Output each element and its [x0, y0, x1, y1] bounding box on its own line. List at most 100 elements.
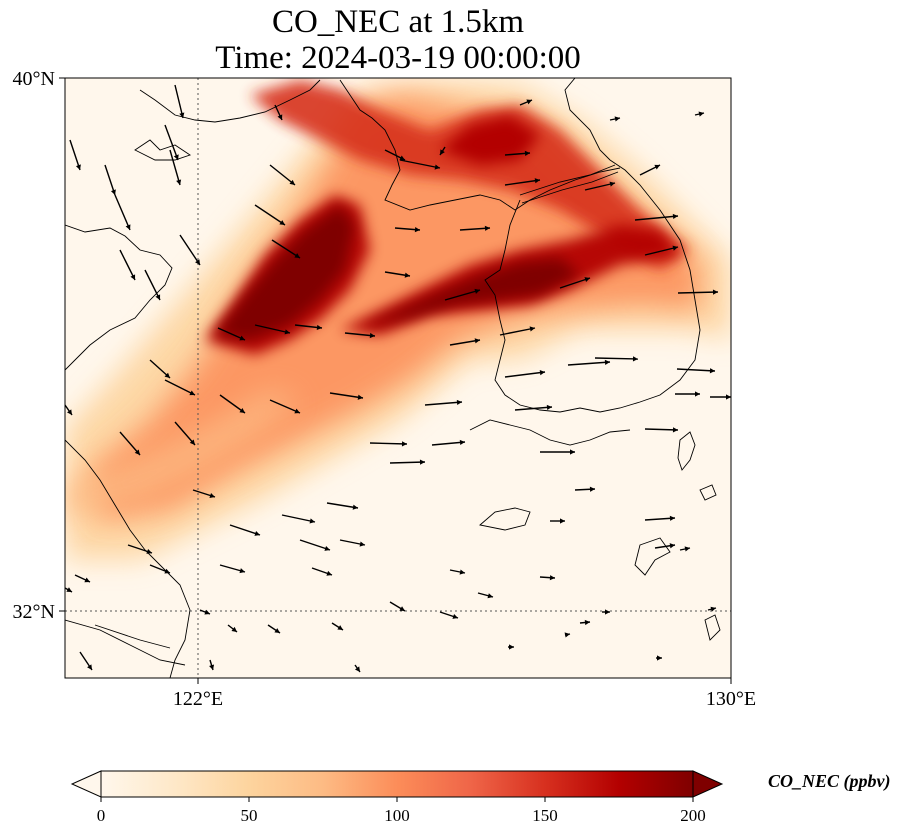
wind-arrow: [594, 356, 639, 362]
wind-arrow: [164, 379, 196, 396]
wind-arrow: [707, 606, 717, 612]
wind-arrow: [675, 391, 700, 397]
wind-arrow: [254, 204, 286, 226]
wind-arrow: [459, 225, 491, 231]
korea-border-a: [519, 164, 616, 196]
map-panel: [65, 78, 731, 678]
plume-south: [65, 390, 300, 520]
wind-arrow: [444, 288, 481, 301]
wind-arrow: [634, 213, 679, 221]
wind-arrow: [219, 564, 246, 574]
wind-arrow: [199, 609, 211, 615]
colorbar-tick-label: 50: [241, 806, 258, 825]
south-korea-islands: [469, 419, 631, 446]
wind-arrow: [369, 441, 408, 447]
bohai-south-coast: [139, 79, 321, 123]
wind-arrow: [299, 539, 331, 551]
wind-arrow: [294, 324, 323, 331]
chongming-island: [94, 624, 171, 649]
wind-arrow: [281, 514, 316, 524]
wind-arrow: [65, 587, 73, 593]
wind-arrow: [676, 368, 716, 374]
lon-label-122E: 122°E: [173, 688, 223, 710]
wind-arrow: [74, 574, 91, 583]
wind-arrow: [584, 181, 616, 191]
plume-peak-sw: [215, 205, 355, 340]
wind-arrow: [677, 289, 719, 295]
bohai-island: [134, 139, 192, 161]
wind-arrow: [104, 164, 116, 196]
wind-vectors: [65, 84, 731, 673]
wind-arrow: [326, 502, 359, 510]
wind-arrow: [540, 449, 575, 455]
wind-arrow: [656, 655, 662, 661]
jiangsu-coast: [65, 439, 191, 678]
wind-arrow: [217, 327, 246, 341]
wind-arrow: [69, 139, 81, 171]
plume-core-north: [440, 115, 540, 165]
wind-arrow: [274, 104, 283, 121]
axes: 40°N 32°N 122°E 130°E: [13, 68, 757, 710]
wind-arrow: [179, 234, 201, 266]
wind-arrow: [567, 359, 611, 366]
wind-arrow: [331, 622, 344, 631]
wind-arrow: [399, 159, 441, 170]
wind-arrow: [431, 439, 466, 446]
wind-arrow: [644, 245, 679, 256]
wind-arrow: [710, 394, 731, 400]
wind-arrow: [169, 149, 182, 186]
wind-arrow: [439, 611, 459, 619]
goto-island: [704, 614, 721, 641]
shandong-coast: [65, 224, 173, 371]
wind-arrow: [389, 459, 426, 465]
wind-arrow: [271, 239, 301, 259]
wind-arrow: [269, 399, 301, 414]
wind-arrow: [114, 194, 131, 231]
gridlines: [65, 78, 731, 678]
colorbar-tick-label: 0: [97, 806, 106, 825]
colorbar: 0 50 100 150 200 CO_NEC (ppbv): [70, 770, 891, 825]
coastlines: [65, 78, 721, 678]
colorbar-tick-label: 150: [532, 806, 558, 825]
korea-coast: [484, 78, 701, 413]
wind-arrow: [119, 249, 136, 281]
map-title: CO_NEC at 1.5km: [271, 4, 525, 40]
lat-label-40N: 40°N: [13, 68, 55, 90]
wind-arrow: [389, 601, 406, 612]
wind-arrow: [384, 271, 411, 278]
wind-arrow: [424, 399, 463, 406]
iki-island: [699, 484, 717, 501]
colorbar-tick-label: 200: [680, 806, 706, 825]
colorbar-label: CO_NEC (ppbv): [768, 771, 891, 792]
wind-arrow: [227, 624, 238, 633]
wind-arrow: [504, 178, 541, 186]
wind-arrow: [229, 524, 261, 536]
wind-arrow: [579, 619, 591, 626]
kyushu-coast: [634, 537, 671, 576]
wind-arrow: [219, 394, 246, 414]
map-subtitle: Time: 2024-03-19 00:00:00: [215, 40, 581, 76]
wind-arrow: [539, 575, 556, 581]
wind-arrow: [654, 543, 676, 549]
liaoning-coast: [339, 79, 621, 211]
wind-arrow: [329, 392, 364, 400]
wind-arrow: [127, 544, 153, 554]
wind-arrow: [519, 99, 533, 106]
wind-arrow: [384, 149, 406, 161]
wind-arrow: [602, 609, 610, 615]
wind-arrow: [149, 359, 171, 379]
concentration-field: [65, 80, 731, 560]
wind-arrow: [644, 427, 679, 433]
wind-arrow: [339, 539, 366, 547]
colorbar-tick-label: 100: [384, 806, 410, 825]
colorbar-ticks: 0 50 100 150 200: [97, 797, 706, 825]
wind-arrow: [499, 326, 536, 336]
wind-arrow: [192, 489, 216, 498]
wind-arrow: [394, 227, 421, 233]
wind-arrow: [550, 518, 565, 524]
wind-arrow: [144, 269, 161, 301]
wind-arrow: [164, 124, 179, 161]
wind-arrow: [269, 164, 296, 186]
lon-label-130E: 130°E: [706, 688, 756, 710]
colorbar-extend-max: [692, 770, 724, 798]
